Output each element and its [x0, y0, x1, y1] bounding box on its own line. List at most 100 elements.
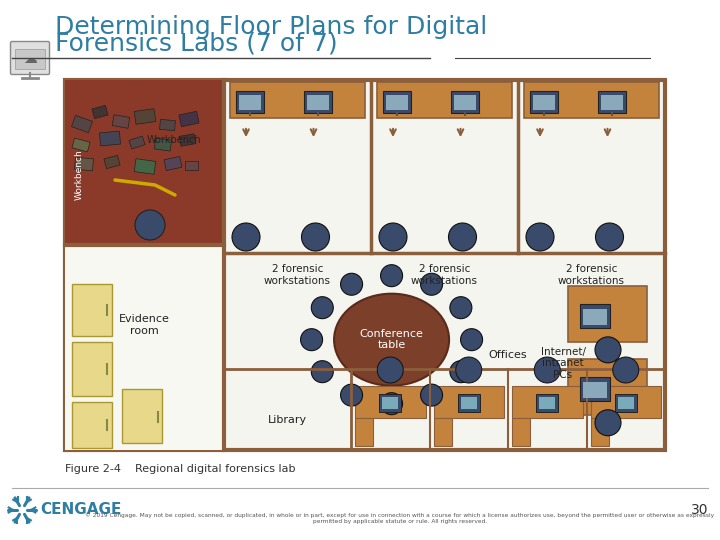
Bar: [65, 80, 224, 245]
Bar: [618, 397, 634, 409]
Circle shape: [381, 393, 402, 415]
Text: Determining Floor Plans for Digital: Determining Floor Plans for Digital: [55, 15, 487, 39]
Circle shape: [232, 223, 260, 251]
Bar: [583, 382, 607, 398]
Circle shape: [595, 223, 624, 251]
FancyBboxPatch shape: [72, 138, 90, 152]
Circle shape: [461, 329, 482, 350]
Text: 30: 30: [690, 503, 708, 517]
Bar: [580, 304, 610, 328]
Circle shape: [456, 357, 482, 383]
Circle shape: [449, 223, 477, 251]
FancyBboxPatch shape: [72, 402, 112, 448]
Bar: [451, 91, 479, 113]
Circle shape: [450, 361, 472, 383]
Bar: [530, 91, 558, 113]
Circle shape: [311, 296, 333, 319]
Circle shape: [379, 223, 407, 251]
FancyBboxPatch shape: [92, 105, 108, 119]
Bar: [539, 397, 555, 409]
FancyBboxPatch shape: [11, 42, 50, 75]
Bar: [236, 91, 264, 113]
Circle shape: [595, 337, 621, 363]
Text: 2 forensic
workstations: 2 forensic workstations: [264, 264, 331, 286]
FancyBboxPatch shape: [164, 157, 182, 171]
Bar: [239, 95, 261, 110]
Bar: [65, 80, 665, 450]
Bar: [615, 394, 636, 412]
Text: Figure 2-4    Regional digital forensics lab: Figure 2-4 Regional digital forensics la…: [65, 464, 295, 474]
FancyBboxPatch shape: [568, 359, 647, 415]
FancyBboxPatch shape: [129, 136, 145, 149]
Bar: [15, 49, 45, 69]
Bar: [590, 418, 608, 446]
Circle shape: [526, 223, 554, 251]
Circle shape: [135, 210, 165, 240]
Text: Forensics Labs (7 of 7): Forensics Labs (7 of 7): [55, 32, 338, 56]
Text: Library: Library: [268, 415, 307, 425]
Circle shape: [420, 273, 443, 295]
Text: ☁: ☁: [23, 52, 37, 66]
Bar: [524, 82, 659, 118]
Circle shape: [595, 410, 621, 436]
FancyBboxPatch shape: [122, 389, 162, 443]
Circle shape: [300, 329, 323, 350]
Bar: [379, 394, 401, 412]
Text: CENGAGE: CENGAGE: [40, 503, 122, 517]
Circle shape: [534, 357, 560, 383]
Text: 2 forensic
workstations: 2 forensic workstations: [411, 264, 478, 286]
Bar: [433, 418, 451, 446]
Bar: [65, 245, 224, 450]
Bar: [383, 91, 411, 113]
FancyBboxPatch shape: [72, 284, 112, 336]
Bar: [377, 82, 512, 118]
Bar: [382, 397, 398, 409]
Text: 2 forensic
workstations: 2 forensic workstations: [558, 264, 625, 286]
Bar: [580, 377, 610, 401]
Bar: [533, 95, 555, 110]
Circle shape: [377, 357, 403, 383]
FancyBboxPatch shape: [179, 134, 196, 146]
Bar: [454, 95, 475, 110]
Circle shape: [302, 223, 330, 251]
Circle shape: [450, 296, 472, 319]
FancyBboxPatch shape: [185, 161, 198, 170]
FancyBboxPatch shape: [74, 157, 94, 171]
Bar: [512, 418, 530, 446]
Text: Workbench: Workbench: [74, 150, 84, 200]
Circle shape: [311, 361, 333, 383]
Circle shape: [341, 384, 363, 406]
Bar: [355, 418, 373, 446]
Bar: [355, 386, 426, 418]
Bar: [583, 309, 607, 325]
Bar: [461, 397, 477, 409]
Text: Conference
table: Conference table: [360, 329, 423, 350]
Bar: [600, 95, 623, 110]
Bar: [307, 95, 328, 110]
FancyBboxPatch shape: [72, 342, 112, 396]
FancyBboxPatch shape: [134, 159, 156, 174]
FancyBboxPatch shape: [112, 114, 130, 129]
FancyBboxPatch shape: [104, 156, 120, 168]
Circle shape: [420, 384, 443, 406]
Bar: [304, 91, 331, 113]
Bar: [536, 394, 558, 412]
Bar: [458, 394, 480, 412]
Text: Offices: Offices: [489, 350, 527, 360]
FancyBboxPatch shape: [160, 119, 176, 131]
Circle shape: [381, 265, 402, 287]
Text: Internet/
intranet
PCs: Internet/ intranet PCs: [541, 347, 585, 380]
Bar: [590, 386, 661, 418]
Ellipse shape: [334, 294, 449, 386]
Bar: [598, 91, 626, 113]
FancyBboxPatch shape: [154, 138, 171, 151]
FancyBboxPatch shape: [71, 115, 92, 133]
Text: © 2019 Cengage. May not be copied, scanned, or duplicated, in whole or in part, : © 2019 Cengage. May not be copied, scann…: [86, 512, 714, 524]
FancyBboxPatch shape: [179, 111, 199, 127]
FancyBboxPatch shape: [99, 131, 120, 146]
FancyBboxPatch shape: [568, 286, 647, 342]
Bar: [386, 95, 408, 110]
Bar: [230, 82, 365, 118]
Bar: [433, 386, 504, 418]
Circle shape: [613, 357, 639, 383]
